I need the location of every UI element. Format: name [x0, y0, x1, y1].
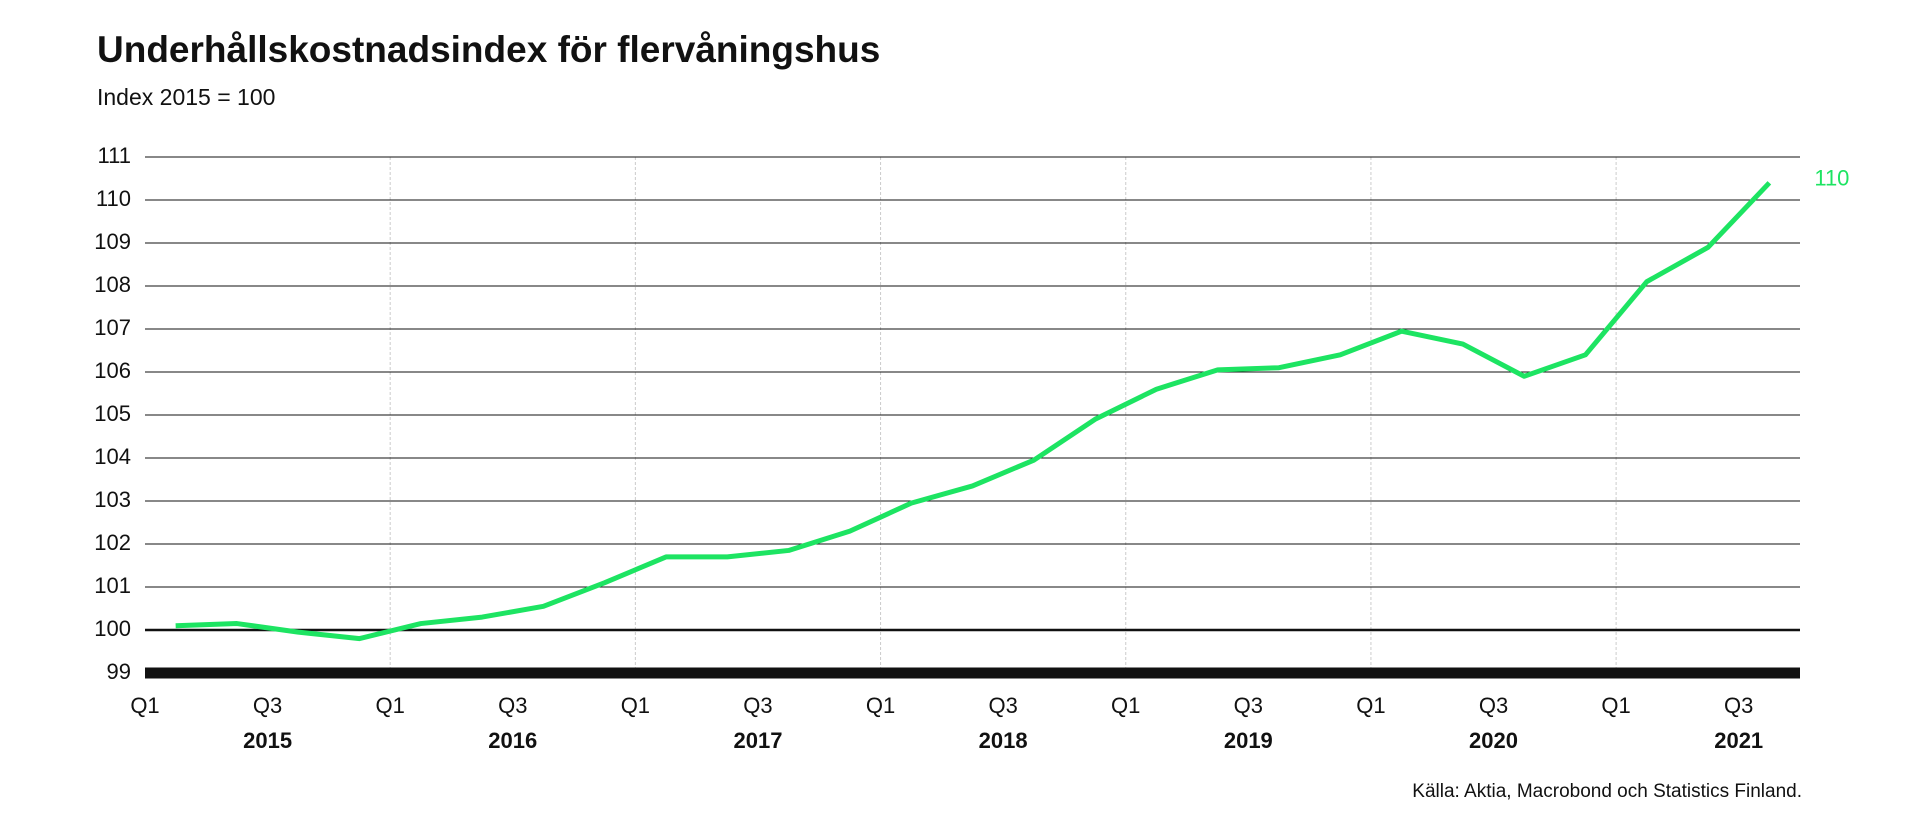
- x-tick-label: Q1: [376, 693, 405, 718]
- x-tick-label: Q1: [1111, 693, 1140, 718]
- x-tick-label: Q1: [621, 693, 650, 718]
- x-tick-label: Q3: [1479, 693, 1508, 718]
- year-label: 2021: [1714, 728, 1763, 753]
- x-tick-label: Q1: [1601, 693, 1630, 718]
- x-tick-label: Q3: [1724, 693, 1753, 718]
- x-tick-label: Q3: [1234, 693, 1263, 718]
- value-label: 110: [1814, 166, 1849, 191]
- source-note: Källa: Aktia, Macrobond och Statistics F…: [1412, 781, 1802, 802]
- y-tick-label: 109: [94, 229, 131, 254]
- data-line: [175, 181, 1772, 642]
- y-tick-label: 111: [98, 143, 131, 168]
- x-tick-label: Q3: [253, 693, 282, 718]
- year-label: 2019: [1224, 728, 1273, 753]
- chart-title: Underhållskostnadsindex för flervåningsh…: [97, 29, 880, 70]
- y-tick-label: 110: [96, 186, 131, 211]
- x-tick-label: Q1: [130, 693, 159, 718]
- year-label: 2020: [1469, 728, 1518, 753]
- y-tick-label: 107: [94, 315, 131, 340]
- y-tick-label: 104: [94, 444, 131, 469]
- year-label: 2017: [733, 728, 782, 753]
- y-tick-label: 106: [94, 358, 131, 383]
- year-label: 2015: [243, 728, 292, 753]
- x-tick-label: Q3: [743, 693, 772, 718]
- y-tick-label: 103: [94, 487, 131, 512]
- x-tick-label: Q1: [866, 693, 895, 718]
- x-tick-label: Q1: [1356, 693, 1385, 718]
- x-tick-label: Q3: [988, 693, 1017, 718]
- y-tick-label: 102: [94, 530, 131, 555]
- chart-subtitle: Index 2015 = 100: [97, 84, 275, 110]
- year-label: 2018: [979, 728, 1028, 753]
- x-tick-label: Q3: [498, 693, 527, 718]
- y-tick-label: 101: [94, 573, 131, 598]
- y-tick-label: 100: [94, 616, 131, 641]
- y-tick-label: 99: [107, 659, 131, 684]
- year-label: 2016: [488, 728, 537, 753]
- y-tick-label: 108: [94, 272, 131, 297]
- y-tick-label: 105: [94, 401, 131, 426]
